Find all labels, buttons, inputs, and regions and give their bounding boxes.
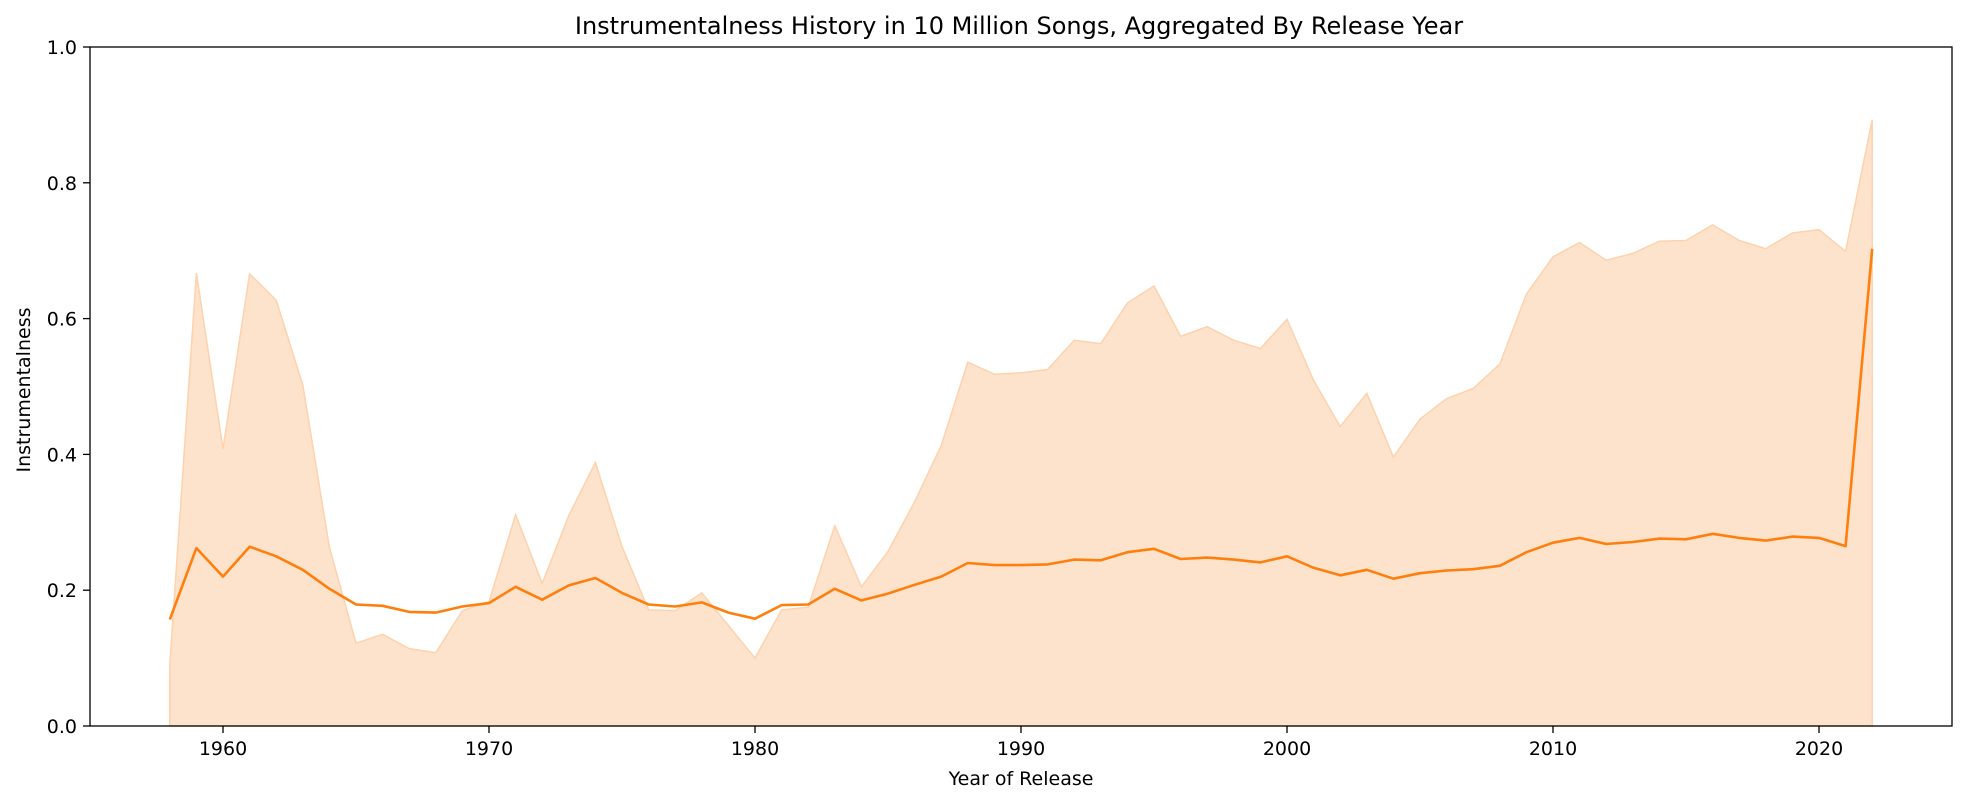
y-tick-label: 0.8	[47, 173, 77, 195]
y-tick-label: 1.0	[47, 37, 77, 59]
x-tick-label: 1960	[199, 738, 247, 760]
x-tick-label: 1970	[465, 738, 513, 760]
y-tick-label: 0.6	[47, 309, 77, 331]
y-axis: 0.0 0.2 0.4 0.6 0.8 1.0	[47, 37, 90, 738]
x-tick-label: 2010	[1529, 738, 1577, 760]
y-tick-label: 0.0	[47, 716, 77, 738]
y-tick-label: 0.4	[47, 444, 77, 466]
y-tick-label: 0.2	[47, 580, 77, 602]
x-tick-label: 2000	[1263, 738, 1311, 760]
plot-area	[168, 119, 1874, 727]
y-axis-label: Instrumentalness	[13, 308, 35, 473]
x-tick-label: 1990	[997, 738, 1045, 760]
series-line-mean	[168, 248, 1874, 621]
x-tick-label: 2020	[1795, 738, 1843, 760]
x-axis: 1960 1970 1980 1990 2000 2010 2020	[199, 726, 1843, 760]
x-axis-label: Year of Release	[948, 768, 1094, 790]
chart-title: Instrumentalness History in 10 Million S…	[575, 12, 1463, 40]
x-tick-label: 1980	[731, 738, 779, 760]
confidence-band	[169, 119, 1873, 727]
